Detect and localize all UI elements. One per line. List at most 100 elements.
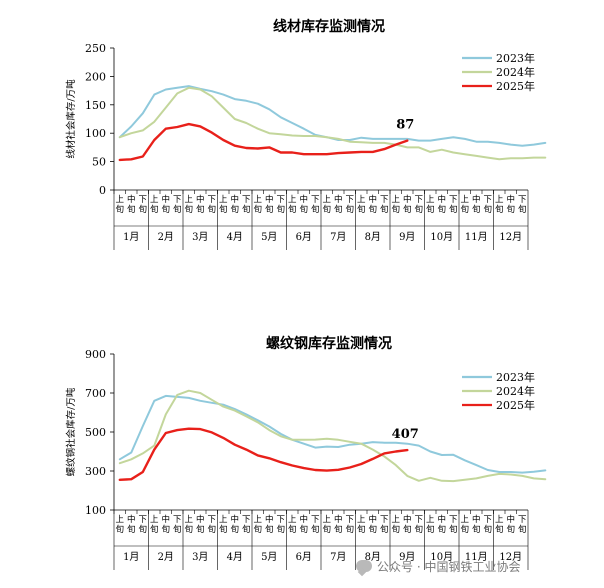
- y-tick-label: 500: [85, 426, 106, 439]
- x-subtick-label: 旬: [265, 204, 274, 215]
- x-subtick-label: 下: [311, 515, 320, 525]
- x-subtick-label: 下: [311, 195, 320, 205]
- month-label: 12月: [499, 551, 522, 563]
- x-subtick-label: 下: [276, 515, 285, 525]
- x-subtick-label: 旬: [449, 204, 458, 215]
- month-label: 4月: [227, 231, 243, 243]
- x-subtick-label: 旬: [449, 524, 458, 535]
- x-subtick-label: 中: [196, 514, 205, 525]
- x-subtick-label: 旬: [184, 524, 193, 535]
- x-subtick-label: 上: [460, 515, 469, 525]
- x-subtick-label: 中: [127, 514, 136, 525]
- x-subtick-label: 上: [357, 195, 366, 205]
- x-subtick-label: 中: [161, 514, 170, 525]
- data-label: 407: [392, 427, 419, 442]
- x-subtick-label: 中: [230, 194, 239, 205]
- month-label: 10月: [430, 551, 453, 563]
- x-subtick-label: 旬: [161, 524, 170, 535]
- series-line-2024年: [118, 389, 547, 483]
- month-label: 6月: [296, 551, 312, 563]
- x-subtick-label: 旬: [253, 204, 262, 215]
- x-subtick-label: 旬: [207, 524, 216, 535]
- legend-label: 2023年: [496, 370, 535, 384]
- month-label: 9月: [399, 231, 415, 243]
- x-subtick-label: 旬: [334, 524, 343, 535]
- x-subtick-label: 旬: [288, 204, 297, 215]
- month-label: 11月: [465, 551, 488, 563]
- x-subtick-label: 旬: [138, 204, 147, 215]
- x-subtick-label: 旬: [426, 524, 435, 535]
- x-subtick-label: 中: [265, 194, 274, 205]
- x-subtick-label: 上: [115, 195, 124, 205]
- legend-label: 2025年: [496, 79, 535, 93]
- x-subtick-label: 旬: [207, 204, 216, 215]
- x-subtick-label: 旬: [127, 204, 136, 215]
- x-subtick-label: 旬: [518, 524, 527, 535]
- month-label: 5月: [261, 551, 277, 563]
- x-subtick-label: 旬: [403, 204, 412, 215]
- x-subtick-label: 上: [322, 195, 331, 205]
- y-tick-label: 900: [85, 348, 106, 361]
- x-subtick-label: 中: [368, 514, 377, 525]
- wechat-icon: [356, 560, 372, 572]
- x-subtick-label: 旬: [161, 204, 170, 215]
- x-subtick-label: 中: [403, 194, 412, 205]
- x-subtick-label: 中: [265, 514, 274, 525]
- x-subtick-label: 上: [322, 515, 331, 525]
- chart-2: 螺纹钢库存监测情况螺纹钢社会库存/万吨100300500700900上旬中旬下旬…: [65, 335, 547, 570]
- x-subtick-label: 旬: [127, 524, 136, 535]
- data-label: 87: [396, 118, 414, 133]
- x-subtick-label: 中: [506, 514, 515, 525]
- x-subtick-label: 旬: [495, 524, 504, 535]
- x-subtick-label: 旬: [414, 204, 423, 215]
- x-subtick-label: 上: [460, 195, 469, 205]
- watermark-text: 公众号 · 中国钢铁工业协会: [377, 559, 521, 574]
- x-subtick-label: 下: [380, 515, 389, 525]
- x-subtick-label: 下: [173, 195, 182, 205]
- month-label: 3月: [192, 551, 208, 563]
- series-line-2023年: [118, 85, 547, 147]
- x-subtick-label: 旬: [184, 204, 193, 215]
- x-subtick-label: 中: [437, 514, 446, 525]
- legend-label: 2025年: [496, 398, 535, 412]
- x-subtick-label: 旬: [506, 524, 515, 535]
- x-subtick-label: 下: [449, 515, 458, 525]
- x-subtick-label: 旬: [414, 524, 423, 535]
- x-subtick-label: 上: [426, 515, 435, 525]
- month-label: 9月: [399, 551, 415, 563]
- x-subtick-label: 旬: [357, 204, 366, 215]
- x-subtick-label: 下: [380, 195, 389, 205]
- month-label: 5月: [261, 231, 277, 243]
- x-subtick-label: 下: [207, 515, 216, 525]
- x-subtick-label: 旬: [495, 204, 504, 215]
- series-line-2024年: [118, 86, 547, 161]
- x-subtick-label: 旬: [380, 204, 389, 215]
- x-subtick-label: 上: [253, 195, 262, 205]
- x-subtick-label: 中: [472, 514, 481, 525]
- x-subtick-label: 上: [288, 195, 297, 205]
- x-subtick-label: 旬: [253, 524, 262, 535]
- x-subtick-label: 上: [495, 515, 504, 525]
- x-subtick-label: 旬: [219, 524, 228, 535]
- y-tick-label: 250: [85, 42, 106, 55]
- x-subtick-label: 上: [495, 195, 504, 205]
- legend-label: 2023年: [496, 51, 535, 65]
- month-label: 1月: [123, 551, 139, 563]
- x-subtick-label: 中: [403, 514, 412, 525]
- y-tick-label: 150: [85, 99, 106, 112]
- x-subtick-label: 下: [242, 195, 251, 205]
- series-line-2025年: [118, 122, 409, 162]
- x-subtick-label: 旬: [380, 524, 389, 535]
- chart-title: 线材库存监测情况: [273, 18, 385, 35]
- month-label: 8月: [365, 231, 381, 243]
- x-subtick-label: 旬: [299, 524, 308, 535]
- y-axis-label: 线材社会库存/万吨: [65, 79, 77, 159]
- x-subtick-label: 旬: [173, 524, 182, 535]
- x-subtick-label: 旬: [173, 204, 182, 215]
- x-subtick-label: 中: [196, 194, 205, 205]
- x-subtick-label: 旬: [391, 204, 400, 215]
- x-subtick-label: 上: [288, 515, 297, 525]
- x-subtick-label: 中: [437, 194, 446, 205]
- x-subtick-label: 下: [518, 195, 527, 205]
- x-subtick-label: 旬: [334, 204, 343, 215]
